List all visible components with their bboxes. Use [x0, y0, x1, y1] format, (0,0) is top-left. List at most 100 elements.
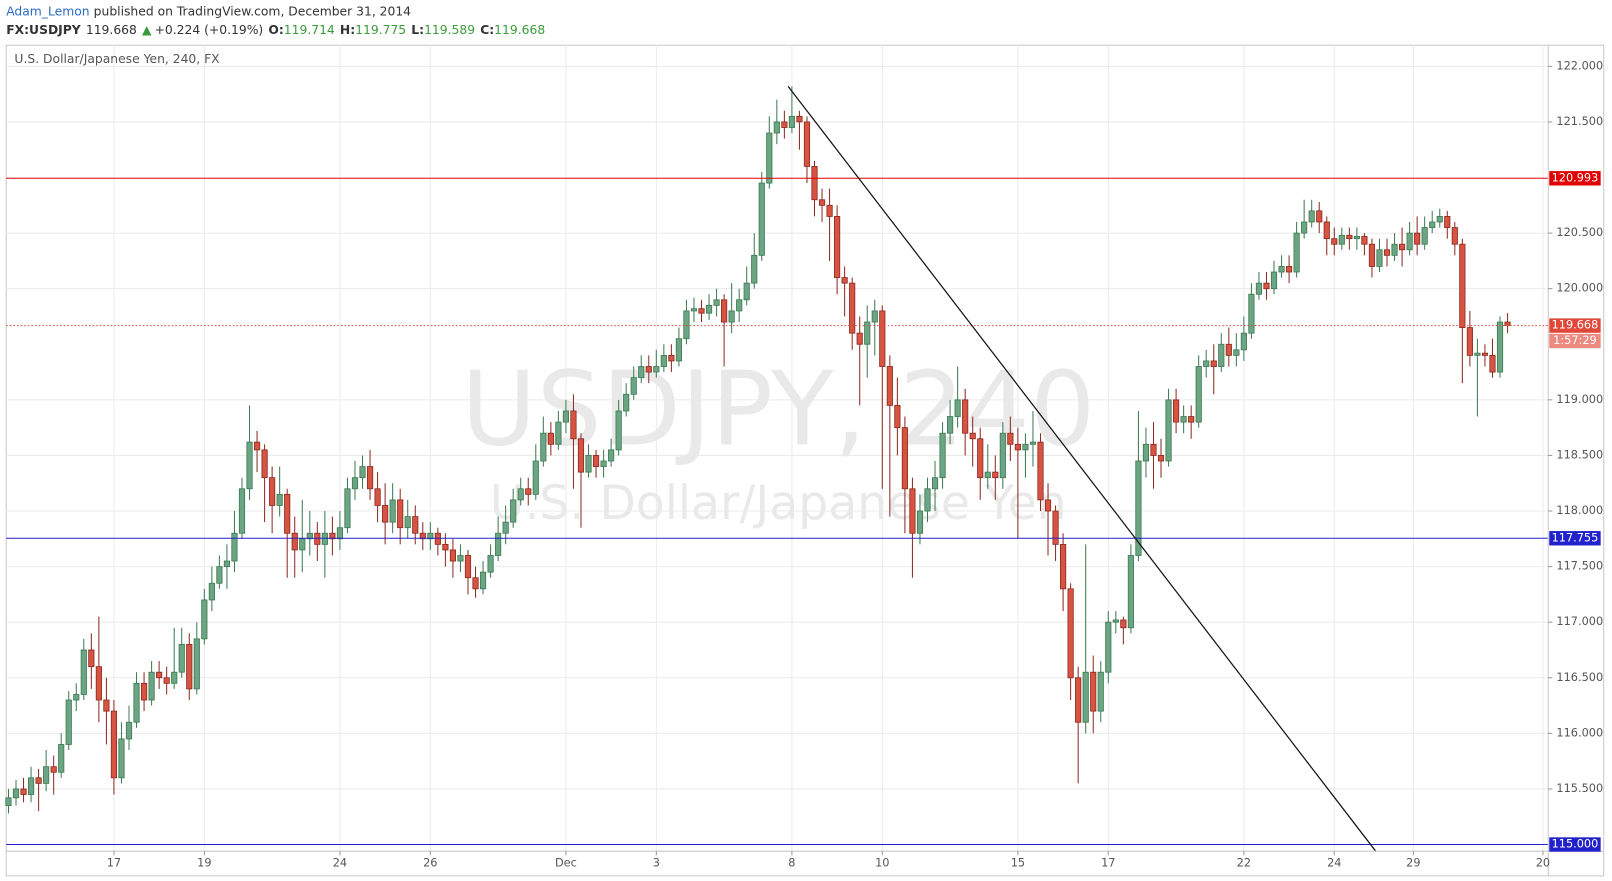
- candle-body: [223, 560, 231, 568]
- candle-body: [1150, 443, 1157, 456]
- candle-body: [818, 199, 826, 206]
- candle-body: [562, 410, 569, 423]
- candle-body: [12, 788, 20, 799]
- candle-body: [803, 121, 811, 167]
- candle-body: [1082, 671, 1089, 723]
- candle-body: [133, 682, 140, 723]
- candle-body: [1391, 243, 1398, 256]
- candle-body: [1097, 671, 1104, 712]
- candle-body: [457, 555, 464, 562]
- candle-body: [269, 477, 276, 506]
- candle-body: [1308, 210, 1315, 223]
- candle-body: [1406, 232, 1413, 251]
- candle-body: [781, 121, 788, 128]
- candle-body: [50, 766, 57, 773]
- candle-body: [713, 299, 720, 306]
- candle-body: [924, 488, 931, 512]
- candle-body: [1090, 671, 1097, 712]
- candle-body: [638, 366, 645, 379]
- candle-body: [178, 644, 185, 673]
- last-price-label: 119.668: [1552, 319, 1599, 332]
- countdown-label: 1:57:29: [1553, 334, 1597, 347]
- candle-body: [201, 599, 208, 640]
- candle-body: [758, 182, 765, 256]
- candle-body: [140, 682, 148, 701]
- candle-body: [1157, 455, 1165, 462]
- level-tag: [1549, 171, 1601, 186]
- candle-body: [1203, 360, 1210, 367]
- candle-body: [1451, 227, 1458, 245]
- candle-body: [600, 460, 607, 467]
- candle-body: [1361, 236, 1368, 245]
- candle-body: [291, 532, 298, 551]
- candle-body: [472, 577, 479, 590]
- author-link[interactable]: Adam_Lemon: [6, 4, 89, 18]
- candle-body: [939, 432, 946, 479]
- candle-body: [125, 721, 133, 740]
- candle-body: [1368, 243, 1376, 267]
- candle-body: [1316, 210, 1323, 223]
- candle-body: [653, 366, 660, 373]
- candle-body: [412, 516, 419, 534]
- candle-body: [1044, 499, 1052, 512]
- x-tick-label: 22: [1237, 857, 1251, 870]
- candle-body: [80, 649, 87, 695]
- candle-body: [65, 699, 72, 745]
- x-tick-label: 10: [875, 857, 889, 870]
- candle-body: [366, 466, 374, 490]
- candle-body: [1338, 234, 1345, 245]
- candle-body: [1060, 543, 1067, 590]
- x-tick-label: 24: [333, 857, 347, 870]
- candle-body: [27, 777, 35, 795]
- candle-body: [547, 432, 554, 445]
- candle-body: [487, 555, 494, 573]
- x-tick-label: 20: [1536, 857, 1550, 870]
- watermark-symbol: USDJPY, 240: [461, 351, 1095, 470]
- candle-body: [931, 477, 939, 490]
- candle-body: [969, 432, 976, 440]
- candle-body: [336, 527, 344, 540]
- candle-body: [1285, 266, 1293, 273]
- candle-body: [796, 115, 803, 123]
- y-tick-label: 117.500: [1556, 560, 1603, 573]
- candle-body: [427, 532, 434, 540]
- candle-body: [856, 332, 863, 345]
- plot: [5, 85, 1549, 852]
- candle-body: [1496, 321, 1504, 373]
- candle-body: [645, 366, 652, 373]
- candle-body: [1210, 360, 1217, 367]
- candle-body: [186, 644, 193, 690]
- candle-body: [208, 582, 215, 601]
- candle-body: [321, 532, 328, 545]
- candle-body: [1233, 349, 1240, 356]
- level-tag-label: 120.993: [1552, 171, 1599, 184]
- watermark-name: U.S. Dollar/Japanese Yen: [490, 476, 1067, 531]
- candle-body: [834, 216, 841, 278]
- candle-body: [1301, 221, 1308, 234]
- x-tick-label: Dec: [555, 857, 577, 870]
- candle-body: [1120, 619, 1127, 629]
- candle-body: [1489, 354, 1496, 373]
- candle-body: [314, 532, 321, 545]
- candle-body: [5, 797, 12, 807]
- candle-body: [299, 538, 306, 551]
- candle-body: [171, 671, 178, 684]
- x-tick-label: 17: [1101, 857, 1115, 870]
- candle-body: [585, 455, 592, 473]
- candle-body: [43, 766, 50, 784]
- candle-body: [954, 399, 961, 417]
- candle-body: [592, 455, 600, 467]
- candle-body: [705, 304, 713, 314]
- candle-body: [1255, 282, 1263, 295]
- candle-body: [73, 694, 80, 701]
- candle-body: [1225, 343, 1232, 356]
- candle-body: [148, 671, 155, 701]
- candle-body: [532, 460, 539, 495]
- candle-body: [389, 499, 396, 523]
- candle-body: [306, 532, 313, 540]
- candle-body: [1195, 366, 1202, 423]
- last-price-tag: [1549, 318, 1601, 333]
- x-tick-label: 8: [788, 857, 795, 870]
